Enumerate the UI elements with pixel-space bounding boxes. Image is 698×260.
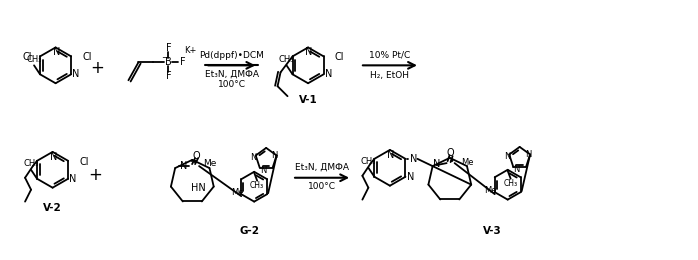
Text: Me: Me: [231, 188, 244, 197]
Text: 10% Pt/C: 10% Pt/C: [369, 51, 410, 60]
Text: Cl: Cl: [22, 52, 32, 62]
Text: N: N: [306, 47, 313, 57]
Text: N: N: [260, 166, 266, 175]
Text: K+: K+: [184, 46, 197, 55]
Text: F: F: [165, 43, 171, 54]
Text: 100°C: 100°C: [218, 80, 246, 89]
Text: F: F: [179, 57, 185, 67]
Text: B: B: [165, 57, 172, 67]
Text: N: N: [410, 154, 417, 164]
Text: H₂, EtOH: H₂, EtOH: [371, 71, 410, 80]
Text: Cl: Cl: [334, 52, 344, 62]
Text: CH₃: CH₃: [279, 55, 295, 64]
Text: −: −: [161, 53, 168, 62]
Text: N: N: [69, 174, 77, 184]
Text: +: +: [91, 59, 105, 77]
Text: N: N: [53, 47, 60, 57]
Text: Et₃N, ДМФА: Et₃N, ДМФА: [295, 162, 349, 171]
Text: Cl: Cl: [79, 157, 89, 167]
Text: N: N: [73, 69, 80, 79]
Text: CH₃: CH₃: [504, 179, 518, 188]
Text: V-3: V-3: [483, 226, 502, 236]
Text: ••: ••: [191, 159, 198, 165]
Text: Me: Me: [204, 159, 217, 168]
Text: Pd(dppf)•DCM: Pd(dppf)•DCM: [200, 51, 264, 60]
Text: F: F: [165, 71, 171, 81]
Text: Me: Me: [461, 158, 474, 167]
Text: 100°C: 100°C: [308, 182, 336, 191]
Text: N: N: [272, 151, 278, 160]
Text: N: N: [325, 69, 332, 79]
Text: CH₃: CH₃: [27, 55, 42, 64]
Text: CH₃: CH₃: [250, 181, 265, 190]
Text: N: N: [525, 150, 531, 159]
Text: Et₃N, ДМФА: Et₃N, ДМФА: [205, 70, 259, 79]
Text: CH₃: CH₃: [361, 157, 376, 166]
Text: V-2: V-2: [43, 203, 62, 213]
Text: CH₃: CH₃: [23, 159, 39, 168]
Text: O: O: [192, 151, 200, 161]
Text: N: N: [180, 161, 188, 171]
Text: G-2: G-2: [239, 226, 259, 236]
Text: N: N: [513, 165, 519, 174]
Text: N: N: [433, 159, 440, 169]
Text: N: N: [407, 172, 414, 182]
Text: N: N: [504, 152, 510, 161]
Text: Cl: Cl: [82, 52, 91, 62]
Text: •: •: [449, 156, 454, 166]
Text: N: N: [251, 153, 257, 162]
Text: O: O: [447, 148, 454, 158]
Text: V-1: V-1: [299, 95, 318, 105]
Text: +: +: [89, 166, 103, 184]
Text: HN: HN: [191, 183, 206, 193]
Text: N: N: [387, 150, 394, 160]
Text: N: N: [50, 152, 57, 162]
Text: Me: Me: [484, 186, 497, 195]
Text: •: •: [191, 157, 198, 167]
